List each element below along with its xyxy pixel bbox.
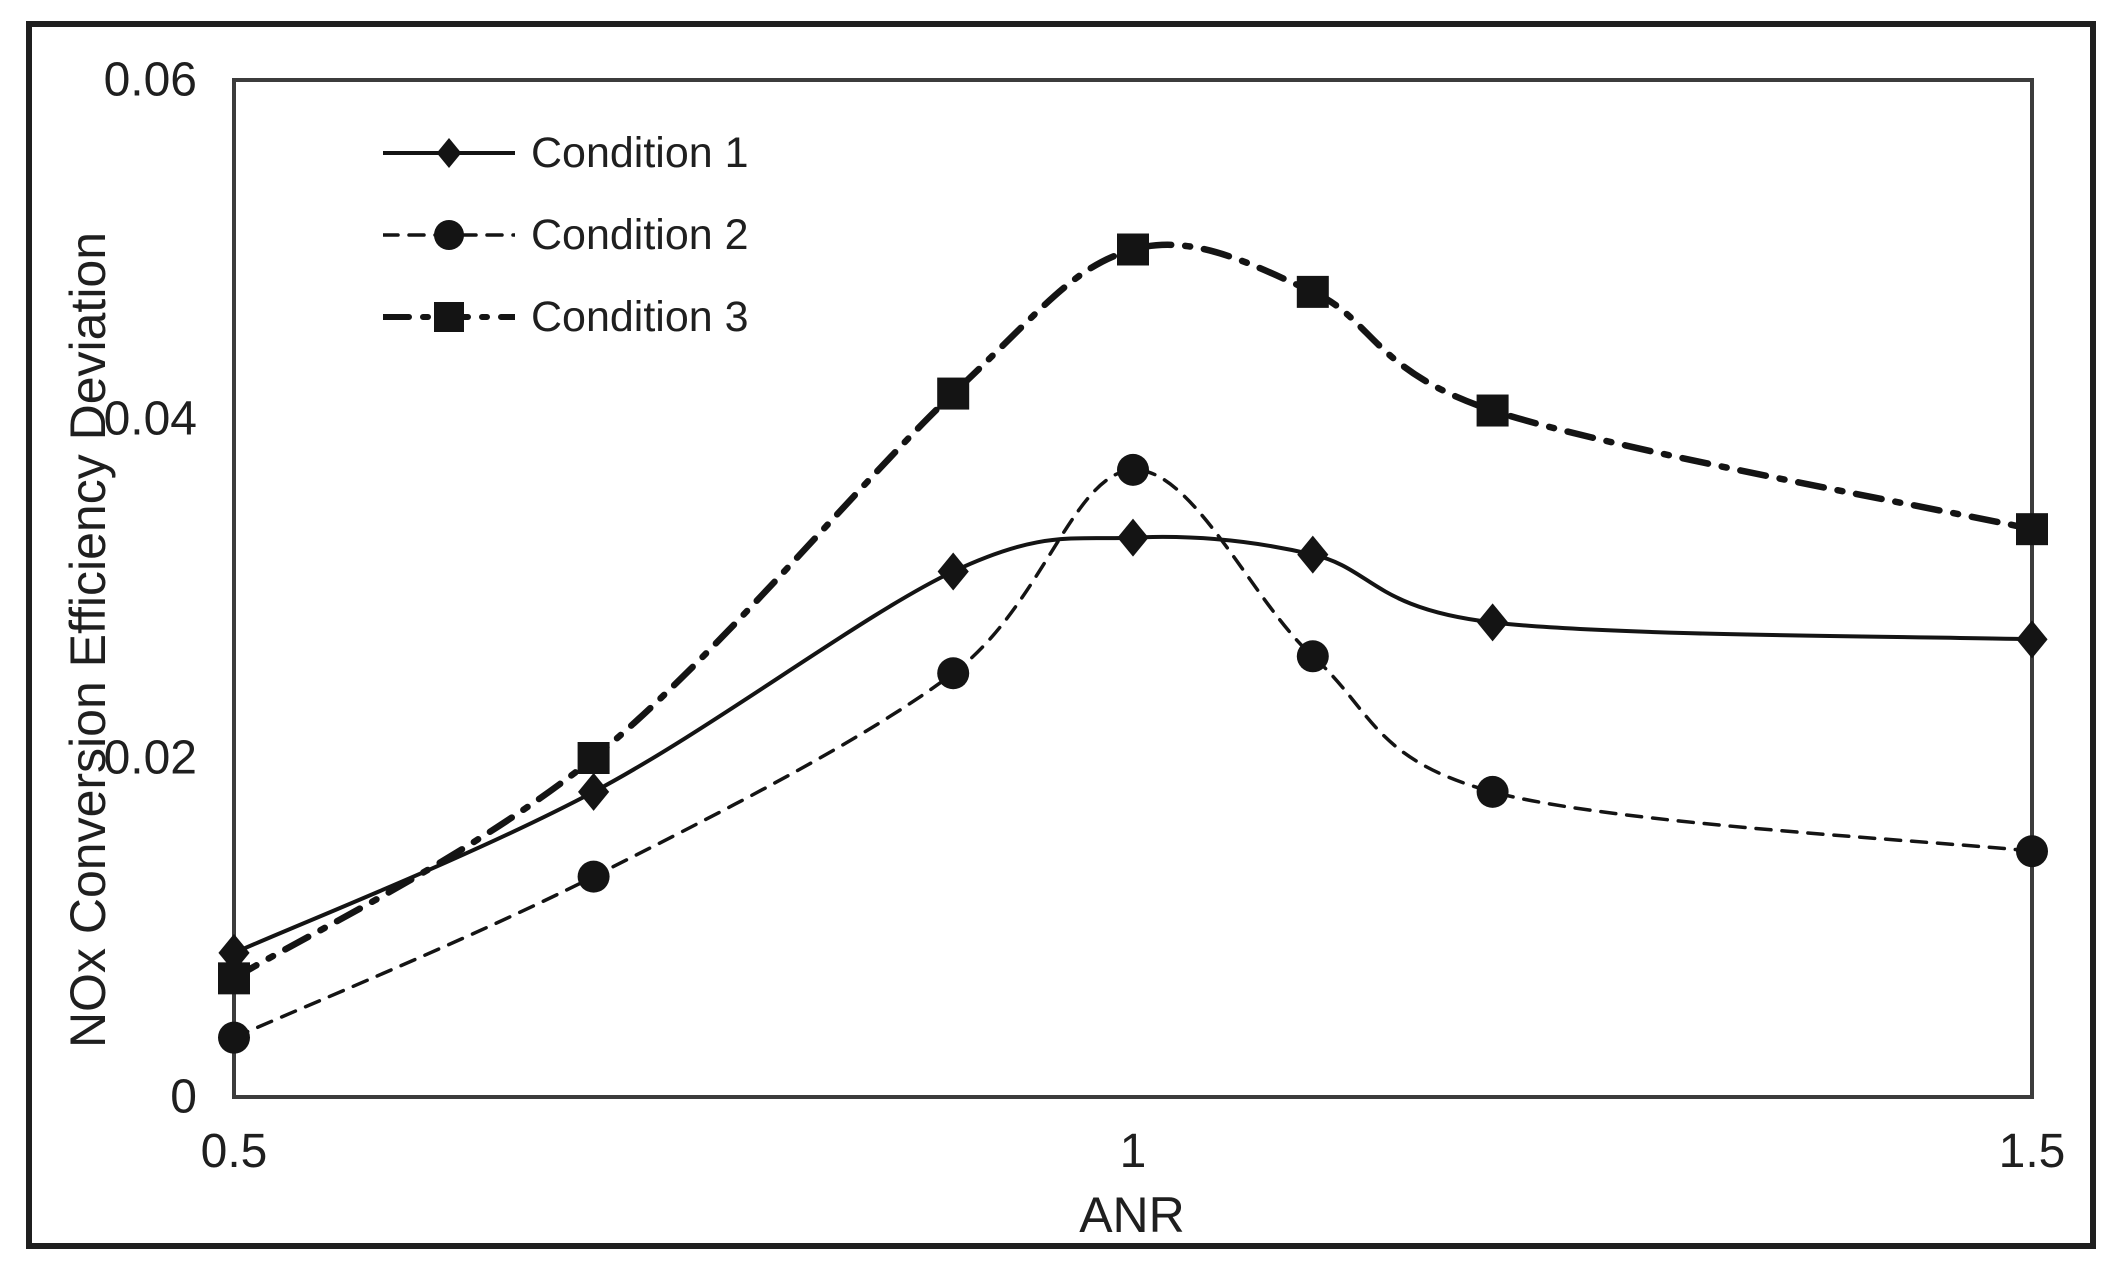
data-point-marker (1296, 640, 1329, 673)
y-axis-title: NOx Conversion Efficiency Deviation (60, 231, 116, 1049)
y-tick-label: 0.06 (103, 53, 197, 107)
y-tick-label: 0.04 (103, 392, 197, 446)
x-axis-title: ANR (1079, 1187, 1185, 1243)
legend-label: Condition 1 (531, 128, 749, 177)
plot-border (232, 78, 2034, 1099)
data-point-marker (2016, 513, 2048, 546)
data-point-marker (937, 377, 970, 410)
data-point-marker (1117, 233, 1149, 266)
diamond-marker-icon (383, 138, 515, 168)
x-tick-label: 0.5 (200, 1125, 268, 1178)
data-point-marker (937, 552, 969, 591)
y-tick-label: 0 (170, 1070, 197, 1124)
legend-label: Condition 2 (531, 210, 749, 259)
legend-marker-glyph (436, 138, 462, 168)
data-point-marker (218, 1021, 250, 1054)
data-point-marker (1117, 453, 1149, 486)
data-point-marker (578, 772, 610, 811)
data-point-marker (1476, 775, 1509, 808)
legend-item-condition-1: Condition 1 (383, 112, 749, 194)
y-tick-label: 0.02 (103, 731, 197, 785)
data-point-marker (1296, 275, 1329, 308)
data-point-marker (1477, 603, 1509, 642)
legend-label: Condition 3 (531, 292, 749, 341)
data-point-marker (1117, 518, 1149, 557)
series-line-condition-1 (232, 534, 2034, 955)
x-tick-label: 1 (1119, 1125, 1147, 1178)
data-point-marker (1476, 394, 1509, 427)
circle-marker-icon (383, 220, 515, 250)
legend-item-condition-2: Condition 2 (383, 194, 749, 276)
data-point-marker (218, 962, 250, 995)
legend-item-condition-3: Condition 3 (383, 276, 749, 358)
data-point-marker (577, 742, 610, 774)
data-point-marker (937, 657, 970, 690)
legend-marker-glyph (434, 302, 464, 332)
data-point-marker (577, 860, 610, 893)
x-tick-label: 1.5 (1998, 1125, 2066, 1178)
data-point-marker (1297, 535, 1329, 574)
square-marker-icon (383, 302, 515, 332)
data-point-marker (2016, 835, 2048, 868)
data-point-marker (2016, 620, 2048, 659)
legend-marker-glyph (434, 220, 464, 250)
chart-legend: Condition 1 Condition 2 Condition 3 (383, 112, 749, 358)
data-point-marker (218, 933, 250, 972)
